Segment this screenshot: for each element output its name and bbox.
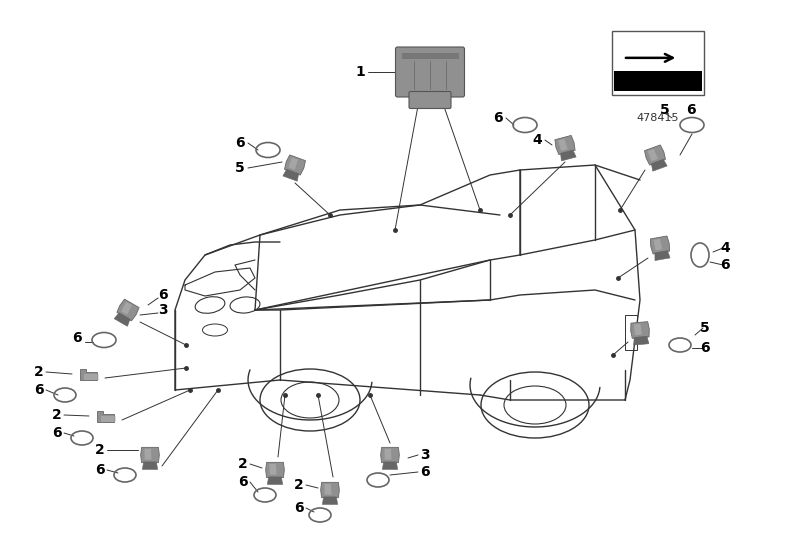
Polygon shape <box>651 159 667 171</box>
Polygon shape <box>97 410 114 422</box>
Polygon shape <box>648 149 658 161</box>
Polygon shape <box>634 324 642 335</box>
Polygon shape <box>555 136 575 155</box>
Text: 6: 6 <box>235 136 245 150</box>
Bar <box>625 315 637 350</box>
Text: 6: 6 <box>720 258 730 272</box>
Polygon shape <box>654 239 662 250</box>
Polygon shape <box>141 447 159 463</box>
Text: 4: 4 <box>720 241 730 255</box>
Text: 5: 5 <box>700 321 710 335</box>
FancyBboxPatch shape <box>395 47 465 97</box>
Polygon shape <box>558 139 568 151</box>
Polygon shape <box>285 155 306 175</box>
Polygon shape <box>117 299 139 321</box>
Text: 6: 6 <box>420 465 430 479</box>
Polygon shape <box>79 368 97 380</box>
Polygon shape <box>382 462 398 469</box>
Text: 5: 5 <box>660 103 670 117</box>
Polygon shape <box>283 169 298 181</box>
Text: 6: 6 <box>238 475 248 489</box>
Polygon shape <box>634 337 649 345</box>
Text: 6: 6 <box>72 331 82 345</box>
Text: 6: 6 <box>494 111 503 125</box>
FancyBboxPatch shape <box>409 91 451 109</box>
Bar <box>612 31 704 95</box>
Text: 6: 6 <box>52 426 62 440</box>
Polygon shape <box>267 477 282 484</box>
Text: 5: 5 <box>235 161 245 175</box>
Text: 478415: 478415 <box>637 113 679 123</box>
Polygon shape <box>142 462 158 469</box>
Polygon shape <box>102 417 115 422</box>
Text: 6: 6 <box>294 501 304 515</box>
Polygon shape <box>561 150 576 161</box>
Polygon shape <box>321 482 339 498</box>
Text: 1: 1 <box>355 65 365 79</box>
Polygon shape <box>324 484 331 494</box>
Polygon shape <box>630 321 650 338</box>
Polygon shape <box>655 251 670 260</box>
Polygon shape <box>384 449 391 460</box>
Polygon shape <box>289 157 298 170</box>
Polygon shape <box>144 449 151 460</box>
Polygon shape <box>266 463 284 478</box>
Polygon shape <box>121 302 132 315</box>
Text: 6: 6 <box>34 383 44 397</box>
Text: 3: 3 <box>158 303 168 317</box>
Polygon shape <box>645 145 666 165</box>
Text: 6: 6 <box>158 288 168 302</box>
Text: 6: 6 <box>686 103 696 117</box>
Polygon shape <box>381 447 399 463</box>
Text: 6: 6 <box>700 341 710 355</box>
Polygon shape <box>650 236 670 254</box>
Polygon shape <box>322 497 338 505</box>
Text: 6: 6 <box>95 463 105 477</box>
Text: 2: 2 <box>52 408 62 422</box>
Bar <box>614 71 702 91</box>
Polygon shape <box>84 375 98 380</box>
Polygon shape <box>114 313 130 326</box>
Text: 2: 2 <box>294 478 304 492</box>
Bar <box>402 53 458 59</box>
Text: 3: 3 <box>420 448 430 462</box>
Text: 2: 2 <box>95 443 105 457</box>
Text: 2: 2 <box>34 365 44 379</box>
Text: 2: 2 <box>238 457 248 471</box>
Polygon shape <box>270 464 277 474</box>
Text: 4: 4 <box>532 133 542 147</box>
